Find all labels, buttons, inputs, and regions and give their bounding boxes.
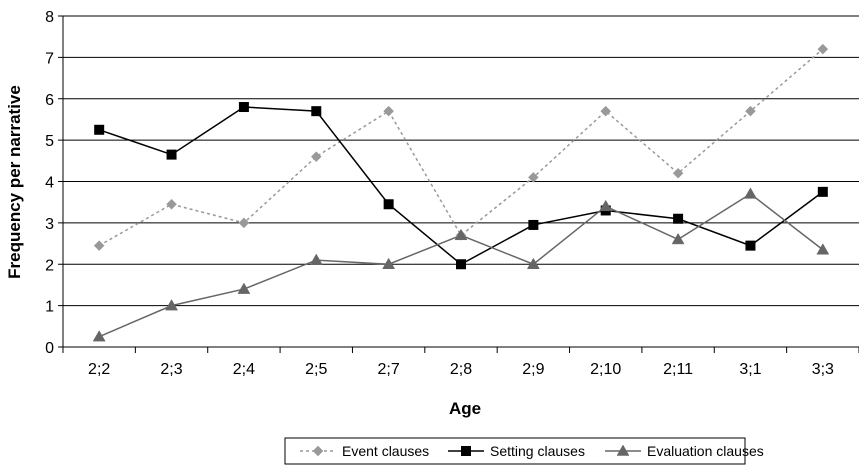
data-point [238, 217, 250, 229]
legend-marker [312, 445, 324, 457]
data-point [599, 199, 613, 212]
x-tick-label: 2;9 [522, 361, 544, 378]
data-point [92, 330, 106, 342]
y-tick-label: 2 [45, 257, 54, 274]
y-tick-label: 0 [45, 340, 54, 357]
legend-label: Evaluation clauses [647, 443, 764, 459]
data-point [237, 282, 251, 294]
series-diamond [93, 43, 829, 251]
data-point [165, 299, 178, 311]
legend-item: Event clauses [300, 443, 429, 459]
y-tick-labels: 0 1 2 3 4 5 6 7 8 [45, 9, 54, 357]
data-point [528, 172, 539, 183]
legend-label: Event clauses [342, 443, 429, 459]
series-group [92, 43, 830, 342]
x-tick-label: 2;10 [590, 361, 621, 378]
data-point [528, 219, 539, 230]
x-tick-label: 3;3 [812, 361, 834, 378]
x-tick-label: 2;5 [305, 361, 327, 378]
x-tick-label: 2;11 [663, 361, 693, 378]
data-point [672, 167, 684, 179]
legend-item: Evaluation clauses [605, 443, 764, 459]
data-point [310, 151, 322, 163]
data-point [166, 198, 177, 210]
data-point [526, 257, 540, 269]
y-tick-label: 3 [45, 216, 54, 233]
data-point [383, 105, 394, 117]
x-tick-label: 3;1 [739, 361, 761, 378]
series-square [94, 102, 828, 270]
y-axis-title: Frequency per narrative [5, 85, 24, 279]
data-point [382, 257, 396, 269]
x-tick-label: 2;3 [160, 361, 182, 378]
y-tick-label: 6 [45, 92, 54, 109]
x-tick-label: 2;2 [88, 361, 110, 378]
data-point [383, 199, 394, 210]
data-point [744, 187, 757, 199]
data-point [238, 102, 249, 113]
data-point [94, 124, 105, 135]
data-point [673, 213, 684, 224]
data-point [93, 240, 105, 251]
data-point [454, 228, 468, 241]
data-point [817, 43, 829, 55]
x-tick-label: 2;8 [450, 361, 472, 378]
axes [58, 15, 859, 353]
y-tick-label: 1 [45, 299, 54, 316]
x-tick-label: 2;4 [233, 361, 255, 378]
y-tick-label: 7 [45, 50, 54, 67]
series-triangle [92, 187, 830, 342]
gridlines [63, 15, 859, 307]
series-line [98, 48, 824, 247]
y-tick-label: 8 [45, 9, 54, 26]
legend-item: Setting clauses [448, 443, 585, 459]
legend-items: Event clauses Setting clauses Evaluation c… [300, 443, 764, 459]
series-line [98, 106, 824, 266]
data-point [817, 186, 828, 197]
data-point [166, 149, 177, 160]
y-tick-label: 5 [45, 133, 54, 150]
x-tick-label: 2;7 [378, 361, 400, 378]
data-point [456, 259, 466, 270]
x-tick-labels: 2;2 2;3 2;4 2;5 2;7 2;8 2;9 2;10 2;11 3;1 3;3 [88, 361, 834, 378]
legend-label: Setting clauses [490, 443, 585, 459]
data-point [311, 106, 322, 117]
legend: Event clauses Setting clauses Evaluation c… [284, 437, 764, 465]
legend-marker [616, 444, 630, 456]
data-point [745, 105, 756, 117]
legend-marker [461, 446, 471, 456]
data-point [745, 240, 756, 251]
data-point [816, 243, 830, 255]
y-tick-label: 4 [45, 175, 54, 192]
x-axis-title: Age [449, 399, 481, 418]
legend-box [284, 437, 746, 465]
data-point [671, 232, 685, 245]
data-point [600, 105, 612, 117]
data-point [309, 253, 323, 265]
